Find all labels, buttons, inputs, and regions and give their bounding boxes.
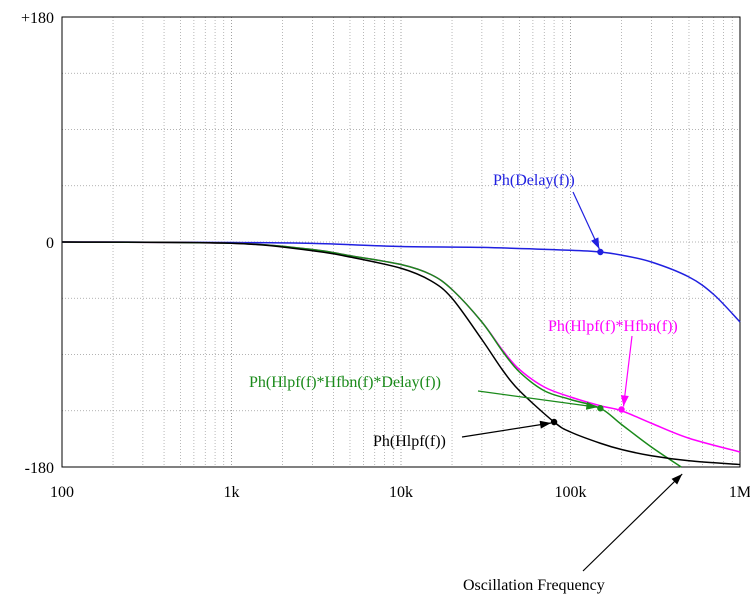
label-ph-hlpf-hfbn: Ph(Hlpf(f)*Hfbn(f)): [548, 318, 678, 335]
y-tick-label: +180: [21, 10, 54, 27]
annotation-marker: [597, 405, 604, 412]
x-tick-label: 100: [50, 484, 74, 501]
x-tick-label: 1M: [729, 484, 750, 501]
label-ph-hlpf-hfbn-delay: Ph(Hlpf(f)*Hfbn(f)*Delay(f)): [249, 374, 441, 391]
annotation-marker: [618, 406, 625, 413]
y-tick-labels: +180 0 -180: [21, 10, 54, 477]
annotations: Ph(Delay(f)) Ph(Hlpf(f)*Hfbn(f)) Ph(Hlpf…: [249, 172, 678, 594]
series-ph-hlpf-hfbn-delay: [61, 241, 682, 468]
grid: [62, 17, 740, 467]
annotation-marker: [550, 418, 558, 426]
label-ph-hlpf: Ph(Hlpf(f)): [373, 433, 446, 450]
x-tick-label: 1k: [224, 484, 240, 501]
arrow-ph-hlpf-hfbn: [620, 335, 633, 407]
y-tick-label: 0: [46, 235, 54, 252]
label-ph-delay: Ph(Delay(f)): [493, 172, 575, 189]
series-layer: [61, 241, 741, 468]
series-ph-delay: [61, 241, 741, 323]
x-tick-label: 10k: [389, 484, 413, 501]
label-oscillation-frequency: Oscillation Frequency: [463, 577, 605, 594]
series-ph-hlpf: [61, 241, 741, 466]
arrow-ph-hlpf: [461, 420, 552, 438]
annotation-marker: [597, 248, 604, 256]
arrow-ph-hlpf-hfbn-delay: [477, 390, 598, 410]
y-tick-label: -180: [25, 460, 54, 477]
x-tick-labels: 100 1k 10k 100k 1M: [50, 484, 750, 501]
x-tick-label: 100k: [555, 484, 587, 501]
arrow-ph-delay: [572, 191, 600, 250]
arrow-oscillation-frequency: [582, 473, 683, 572]
annotation-arrows: [461, 191, 683, 572]
